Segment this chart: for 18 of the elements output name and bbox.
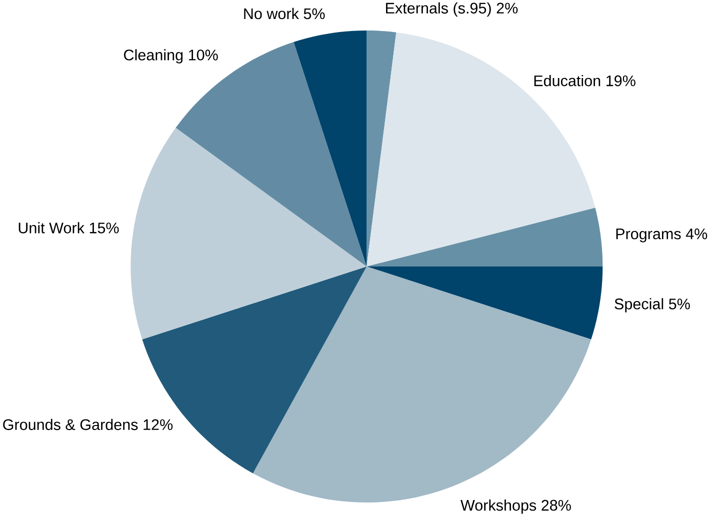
data-label: 15% xyxy=(90,222,119,234)
slice-label: Education xyxy=(534,74,600,86)
data-label: 10% xyxy=(188,50,218,60)
slice-label: Grounds & Gardens xyxy=(3,418,138,430)
data-label: 5% xyxy=(304,8,325,20)
slice-label: No work xyxy=(244,8,299,20)
slice-label: Workshops xyxy=(460,499,536,514)
slice-label: Externals (s.95) xyxy=(386,2,491,17)
slice-label: Cleaning xyxy=(124,49,183,64)
data-label: 12% xyxy=(144,419,173,430)
slice-label: Unit Work xyxy=(18,222,84,234)
slice-label: Special xyxy=(614,298,664,312)
slice-label: Programs xyxy=(616,228,681,242)
data-label: 2% xyxy=(496,2,518,14)
data-label: 19% xyxy=(606,75,636,86)
data-label: 4% xyxy=(686,228,708,240)
data-label: 5% xyxy=(668,298,690,310)
data-label: 28% xyxy=(542,500,571,511)
